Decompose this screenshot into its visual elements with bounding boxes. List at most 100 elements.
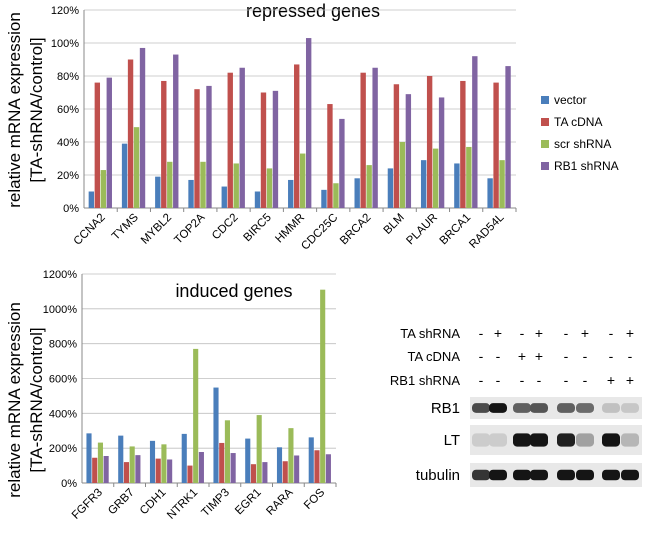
y-tick-label: 120% [51, 5, 79, 17]
blot-band [576, 403, 594, 413]
bar-scr-shrna-blm [399, 142, 406, 208]
blot-condition-label: RB1 shRNA [390, 373, 460, 388]
bar-vector-tyms [121, 143, 128, 208]
bar-ta-cdna-fgfr3 [92, 457, 98, 483]
category-label: BLM [382, 212, 407, 237]
category-label: CDC2 [210, 212, 241, 243]
bar-rb1-shrna-birc5 [272, 90, 279, 208]
category-label: NTRK1 [165, 487, 200, 522]
bar-rb1-shrna-cdc25c [339, 118, 345, 208]
blot-band [576, 433, 594, 447]
blot-sign: - [583, 372, 588, 388]
category-label: CCNA2 [72, 212, 108, 248]
bar-vector-brca2 [354, 178, 360, 208]
bar-rb1-shrna-brca1 [472, 56, 478, 209]
bar-ta-cdna-top2a [194, 89, 200, 208]
legend-label: scr shRNA [554, 137, 611, 151]
blot-band [557, 433, 575, 447]
category-label: CDH1 [138, 487, 169, 518]
category-label: TYMS [110, 211, 141, 242]
blot-sign: - [609, 348, 614, 364]
blot-sign: + [626, 325, 634, 341]
y-tick-label: 40% [57, 137, 79, 149]
bar-rb1-shrna-hmmr [305, 38, 312, 208]
bar-ta-cdna-tyms [127, 59, 134, 208]
bar-ta-cdna-egr1 [250, 464, 257, 483]
bar-scr-shrna-grb7 [129, 446, 135, 483]
blot-sign: - [537, 372, 542, 388]
chart1-legend: vector TA cDNA scr shRNA RB1 shRNA [541, 93, 619, 173]
bar-rb1-shrna-fgfr3 [103, 456, 109, 483]
blot-band [489, 469, 507, 481]
bar-ta-cdna-mybl2 [161, 80, 167, 208]
bar-ta-cdna-cdc2 [227, 72, 233, 208]
bar-scr-shrna-cdh1 [161, 444, 167, 483]
bar-scr-shrna-fos [320, 289, 326, 483]
blot-band [513, 403, 531, 413]
bar-rb1-shrna-plaur [438, 97, 445, 208]
blot-sign: - [496, 348, 501, 364]
chart2-ylabel-line1: relative mRNA expression [5, 302, 24, 498]
bar-ta-cdna-brca1 [460, 80, 466, 208]
bar-scr-shrna-timp3 [224, 420, 230, 483]
bar-scr-shrna-rara [288, 428, 294, 483]
bar-rb1-shrna-grb7 [135, 455, 141, 483]
bar-vector-grb7 [118, 435, 124, 483]
blot-protein-label: RB1 [431, 400, 460, 417]
bar-vector-cdc25c [321, 189, 327, 208]
category-label: PLAUR [404, 212, 440, 248]
legend-swatch [541, 96, 549, 104]
bar-ta-cdna-brca2 [360, 72, 366, 208]
bar-vector-rara [276, 447, 283, 483]
blot-band [530, 433, 548, 447]
blot-band [530, 403, 548, 413]
bar-ta-cdna-rara [282, 461, 288, 483]
bar-rb1-shrna-cdc2 [239, 67, 245, 208]
blot-band [621, 433, 639, 447]
bar-vector-timp3 [213, 387, 219, 483]
bar-ta-cdna-fos [314, 450, 320, 483]
blot-sign: - [628, 348, 633, 364]
blot-sign: - [479, 348, 484, 364]
legend-label: RB1 shRNA [554, 159, 619, 173]
bar-ta-cdna-blm [393, 84, 400, 208]
bar-scr-shrna-plaur [432, 148, 439, 208]
y-tick-label: 200% [49, 443, 77, 455]
blot-band [602, 469, 620, 481]
bar-ta-cdna-timp3 [219, 442, 225, 483]
bar-ta-cdna-cdh1 [155, 458, 161, 483]
bar-ta-cdna-cdc25c [327, 104, 333, 208]
blot-sign: - [520, 325, 525, 341]
category-label: BRCA2 [338, 212, 374, 248]
category-label: MYBL2 [139, 212, 174, 247]
blot-sign: + [607, 372, 615, 388]
bar-scr-shrna-egr1 [256, 415, 262, 483]
y-tick-label: 20% [57, 170, 79, 182]
bar-scr-shrna-tyms [133, 127, 140, 208]
y-tick-label: 100% [51, 38, 79, 50]
bar-ta-cdna-grb7 [123, 462, 130, 483]
bar-vector-cdh1 [149, 440, 156, 483]
bar-rb1-shrna-tyms [139, 47, 146, 209]
chart2-title: induced genes [175, 281, 292, 301]
blot-band [513, 433, 531, 447]
legend-swatch [541, 162, 549, 170]
bar-rb1-shrna-rara [294, 455, 300, 483]
bar-vector-cdc2 [221, 186, 227, 208]
bar-ta-cdna-birc5 [260, 92, 267, 208]
y-tick-label: 1000% [43, 304, 77, 316]
chart1-ylabel-line2: [TA-shRNA/control] [27, 37, 46, 182]
blot-sign: + [535, 325, 543, 341]
bar-vector-fos [308, 437, 314, 483]
bar-vector-brca1 [454, 163, 460, 208]
blot-protein-label: LT [444, 432, 460, 449]
bar-scr-shrna-birc5 [266, 168, 273, 208]
blot-band [513, 469, 531, 481]
bar-vector-mybl2 [155, 176, 161, 208]
bar-vector-egr1 [245, 438, 251, 483]
bar-scr-shrna-fgfr3 [97, 442, 103, 483]
y-tick-label: 0% [63, 203, 79, 215]
bar-vector-top2a [188, 179, 194, 208]
blot-sign: - [564, 348, 569, 364]
